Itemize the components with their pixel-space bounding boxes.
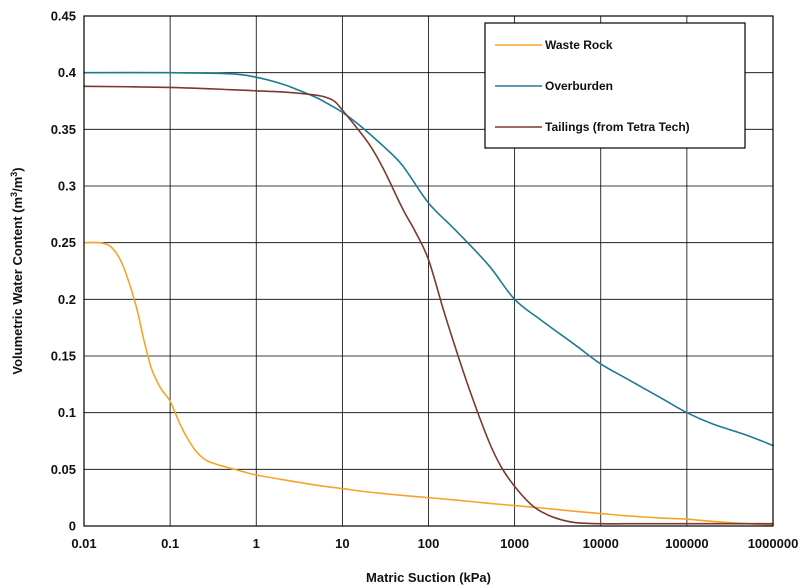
- y-tick-label: 0.25: [51, 235, 76, 250]
- x-tick-label: 10000: [583, 536, 619, 551]
- x-axis-title: Matric Suction (kPa): [366, 570, 491, 585]
- series-line-tailings-from-tetra-tech: [83, 85, 774, 525]
- y-tick-label: 0.15: [51, 349, 76, 364]
- y-axis-title-part: ): [10, 167, 25, 171]
- x-tick-label: 100: [418, 536, 440, 551]
- legend: Waste Rock Overburden Tailings (from Tet…: [484, 22, 746, 149]
- x-tick-label: 0.01: [71, 536, 96, 551]
- y-tick-label: 0.45: [51, 9, 76, 24]
- legend-label-waste-rock: Waste Rock: [545, 38, 613, 52]
- y-tick-label: 0: [69, 519, 76, 534]
- x-tick-label: 1000000: [748, 536, 799, 551]
- legend-label-overburden: Overburden: [545, 79, 613, 93]
- series-line-waste-rock: [83, 241, 774, 526]
- y-tick-label: 0.05: [51, 462, 76, 477]
- y-axis-title-superscript: 3: [9, 192, 19, 197]
- y-axis-title-part: /m: [10, 177, 25, 192]
- y-tick-label: 0.4: [58, 65, 77, 80]
- legend-label-tailings: Tailings (from Tetra Tech): [545, 120, 690, 134]
- x-tick-label: 1: [253, 536, 260, 551]
- y-tick-label: 0.1: [58, 405, 76, 420]
- series-curves: [83, 71, 774, 526]
- y-axis-tick-labels: 0 0.05 0.1 0.15 0.2 0.25 0.3 0.35 0.4 0.45: [51, 9, 77, 534]
- y-tick-label: 0.2: [58, 292, 76, 307]
- plot-area-border: [83, 15, 774, 527]
- x-axis-tick-labels: 0.01 0.1 1 10 100 1000 10000 100000 1000000: [71, 536, 798, 551]
- x-tick-label: 0.1: [161, 536, 179, 551]
- x-tick-label: 10: [335, 536, 349, 551]
- series-line-overburden: [83, 71, 774, 447]
- y-axis-title-superscript: 3: [9, 172, 19, 177]
- y-axis-title-part: Volumetric Water Content (m: [10, 197, 25, 375]
- x-tick-label: 100000: [665, 536, 708, 551]
- x-tick-label: 1000: [500, 536, 529, 551]
- y-axis-title: Volumetric Water Content (m3/m3): [9, 167, 25, 374]
- y-tick-label: 0.35: [51, 122, 76, 137]
- y-tick-label: 0.3: [58, 179, 76, 194]
